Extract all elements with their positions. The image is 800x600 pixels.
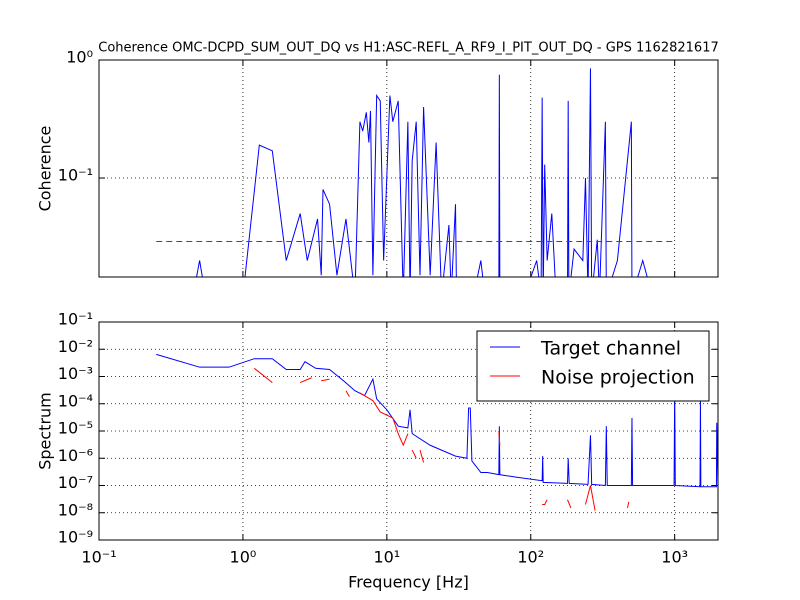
plot-area bbox=[156, 353, 718, 488]
x-axis-label: Frequency [Hz] bbox=[348, 573, 469, 592]
y-tick-label: 10⁻⁶ bbox=[58, 446, 93, 465]
y-axis-label: Coherence bbox=[36, 126, 55, 212]
series-line bbox=[156, 353, 718, 488]
chart-title: Coherence OMC-DCPD_SUM_OUT_DQ vs H1:ASC-… bbox=[98, 41, 718, 56]
y-tick-label: 10⁻⁸ bbox=[58, 500, 93, 519]
axes-frame bbox=[98, 321, 719, 541]
x-tick-label: 10⁻¹ bbox=[81, 548, 116, 567]
plot-area bbox=[196, 68, 648, 277]
y-tick-label: 10⁻² bbox=[58, 337, 93, 356]
y-tick-label: 10⁻⁹ bbox=[58, 528, 93, 547]
y-tick-label: 10⁻⁴ bbox=[58, 391, 93, 410]
x-tick-label: 10³ bbox=[661, 548, 688, 567]
axes-frame bbox=[98, 59, 719, 278]
y-tick-label: 10⁻¹ bbox=[58, 310, 93, 329]
x-tick-label: 10² bbox=[517, 548, 544, 567]
series-line bbox=[253, 367, 630, 511]
legend-box bbox=[476, 330, 710, 402]
plot-area bbox=[253, 367, 630, 511]
y-tick-label: 10⁻⁵ bbox=[58, 419, 93, 438]
legend-label: Target channel bbox=[540, 338, 681, 360]
legend-label: Noise projection bbox=[541, 367, 695, 389]
series-line bbox=[196, 68, 648, 277]
x-tick-label: 10⁰ bbox=[230, 548, 257, 567]
y-tick-label: 10⁻⁷ bbox=[58, 473, 93, 492]
y-tick-label: 10⁰ bbox=[66, 48, 93, 67]
x-tick-label: 10¹ bbox=[373, 548, 400, 567]
y-tick-label: 10⁻¹ bbox=[58, 166, 93, 185]
y-axis-label: Spectrum bbox=[36, 392, 55, 470]
y-tick-label: 10⁻³ bbox=[58, 364, 93, 383]
